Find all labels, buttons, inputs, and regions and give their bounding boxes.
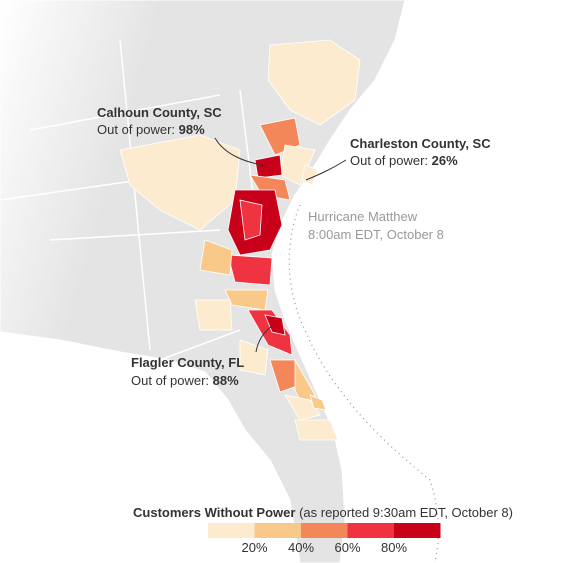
legend-swatch xyxy=(301,523,348,538)
legend-swatch xyxy=(208,523,255,538)
legend-note: (as reported 9:30am EDT, October 8) xyxy=(299,505,513,520)
storm-time: 8:00am EDT, October 8 xyxy=(308,227,444,242)
legend-tick-label: 60% xyxy=(334,540,360,555)
legend-tick-label: 80% xyxy=(381,540,407,555)
storm-name: Hurricane Matthew xyxy=(308,209,418,224)
annotation-title: Charleston County, SC xyxy=(350,136,491,151)
annotation-label: Out of power: xyxy=(97,122,175,137)
annotation-text: Out of power: 26% xyxy=(350,153,458,168)
storm-track xyxy=(288,204,439,563)
annotation-text: Out of power: 88% xyxy=(131,373,239,388)
legend-title: Customers Without Power xyxy=(133,505,295,520)
annotation-title: Calhoun County, SC xyxy=(97,105,222,120)
counties xyxy=(119,39,361,441)
legend-swatch xyxy=(394,523,441,538)
annotation-title: Flagler County, FL xyxy=(131,355,244,370)
legend-heading: Customers Without Power (as reported 9:3… xyxy=(133,505,513,520)
annotation-label: Out of power: xyxy=(131,373,209,388)
legend-tick-label: 40% xyxy=(288,540,314,555)
leader-lines xyxy=(214,137,347,353)
annotation-value: 26% xyxy=(432,153,458,168)
annotation-value: 98% xyxy=(179,122,205,137)
legend-tick-label: 20% xyxy=(241,540,267,555)
legend-swatch xyxy=(254,523,301,538)
annotation-text: Out of power: 98% xyxy=(97,122,205,137)
annotation-label: Out of power: xyxy=(350,153,428,168)
annotation-value: 88% xyxy=(213,373,239,388)
legend: 20% 40% 60% 80% xyxy=(208,523,441,555)
legend-swatch xyxy=(347,523,394,538)
